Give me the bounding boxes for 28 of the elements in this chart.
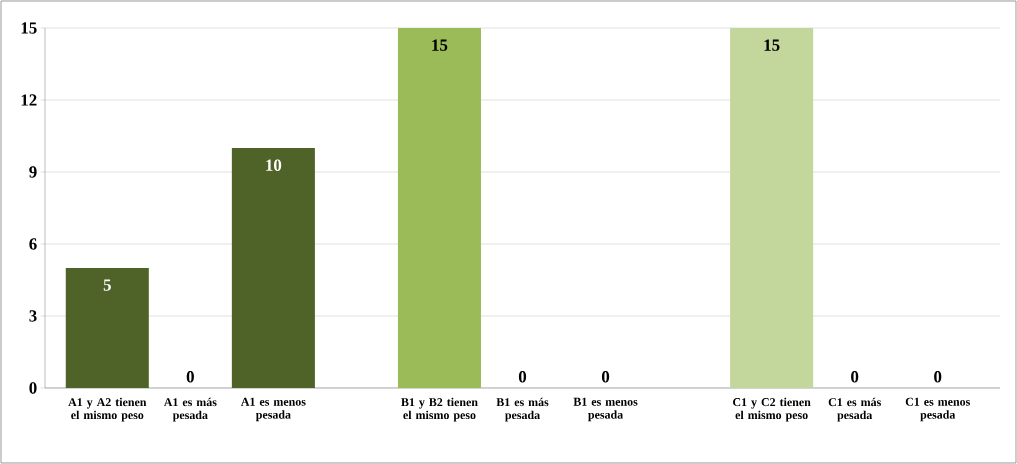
data-label: 0 bbox=[601, 371, 610, 383]
data-label: 0 bbox=[518, 371, 527, 383]
x-tick-label: A1 y A2 tienen el mismo peso bbox=[68, 397, 147, 422]
x-tick-label: C1 es menos pesada bbox=[905, 397, 970, 422]
x-tick-label: C1 es más pesada bbox=[828, 397, 881, 422]
data-label: 10 bbox=[266, 159, 282, 171]
x-tick-label: C1 y C2 tienen el mismo peso bbox=[733, 397, 811, 422]
y-tick-label: 0 bbox=[29, 382, 37, 394]
y-tick-label: 9 bbox=[29, 166, 37, 178]
bar bbox=[65, 267, 149, 388]
x-tick-label: B1 y B2 tienen el mismo peso bbox=[401, 397, 478, 422]
data-label: 5 bbox=[103, 279, 111, 291]
data-label: 15 bbox=[764, 39, 780, 51]
bar bbox=[231, 147, 315, 388]
x-tick-label: B1 es más pesada bbox=[496, 397, 549, 422]
data-label: 0 bbox=[186, 371, 194, 383]
data-label: 0 bbox=[934, 371, 942, 383]
data-label: 0 bbox=[851, 371, 859, 383]
x-tick-label: A1 es más pesada bbox=[163, 397, 217, 422]
x-tick-label: B1 es menos pesada bbox=[573, 397, 638, 422]
y-tick-label: 6 bbox=[29, 238, 37, 250]
data-label: 15 bbox=[432, 39, 448, 51]
bar bbox=[730, 27, 814, 388]
x-tick-label: A1 es menos pesada bbox=[240, 397, 306, 422]
y-tick-label: 12 bbox=[21, 94, 37, 106]
bar bbox=[397, 27, 481, 388]
y-tick-label: 3 bbox=[29, 310, 37, 322]
y-tick-label: 15 bbox=[21, 22, 37, 34]
